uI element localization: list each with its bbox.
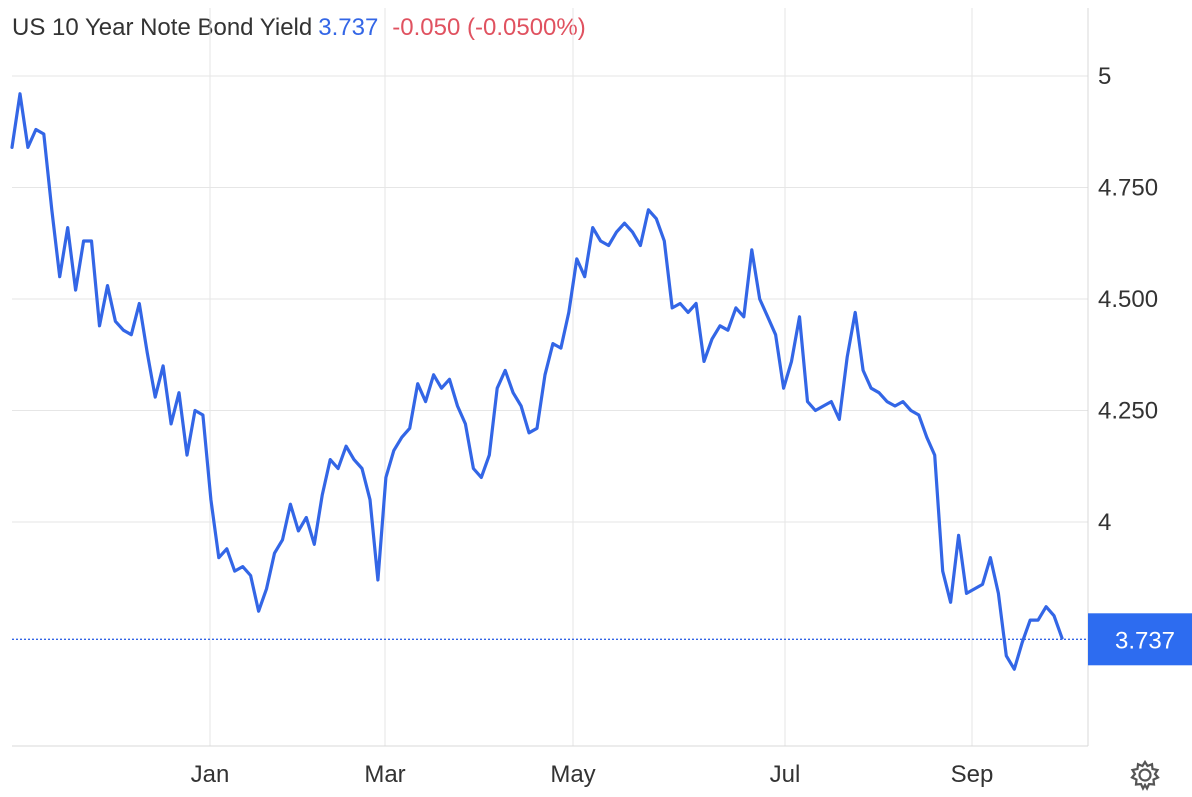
price-tag-layer: 3.737	[12, 613, 1192, 666]
y-tick-label: 4.500	[1098, 286, 1158, 313]
series-layer	[10, 92, 1064, 671]
last-value-tag	[1088, 613, 1192, 666]
x-tick-label: Sep	[951, 761, 994, 788]
x-tick-label: Jul	[770, 761, 801, 788]
price-change: -0.050 (-0.0500%)	[392, 14, 586, 41]
y-tick-label: 5	[1098, 63, 1111, 90]
y-tick-label: 4	[1098, 509, 1111, 536]
y-tick-label: 4.750	[1098, 175, 1158, 202]
x-tick-label: Jan	[191, 761, 230, 788]
series-line	[10, 92, 1064, 671]
grid	[12, 8, 1088, 746]
gear-icon[interactable]	[1128, 758, 1162, 792]
last-value-label: 3.737	[1115, 627, 1175, 654]
y-tick-label: 4.250	[1098, 398, 1158, 425]
x-tick-label: Mar	[364, 761, 405, 788]
chart-header: US 10 Year Note Bond Yield 3.737 -0.050 (-…	[12, 14, 586, 42]
instrument-title: US 10 Year Note Bond Yield	[12, 14, 313, 41]
last-price: 3.737	[318, 14, 379, 41]
axes: 5 4.750 4.500 4.250 4 Jan Mar May Jul Sep	[12, 8, 1158, 788]
x-tick-label: May	[550, 761, 595, 788]
